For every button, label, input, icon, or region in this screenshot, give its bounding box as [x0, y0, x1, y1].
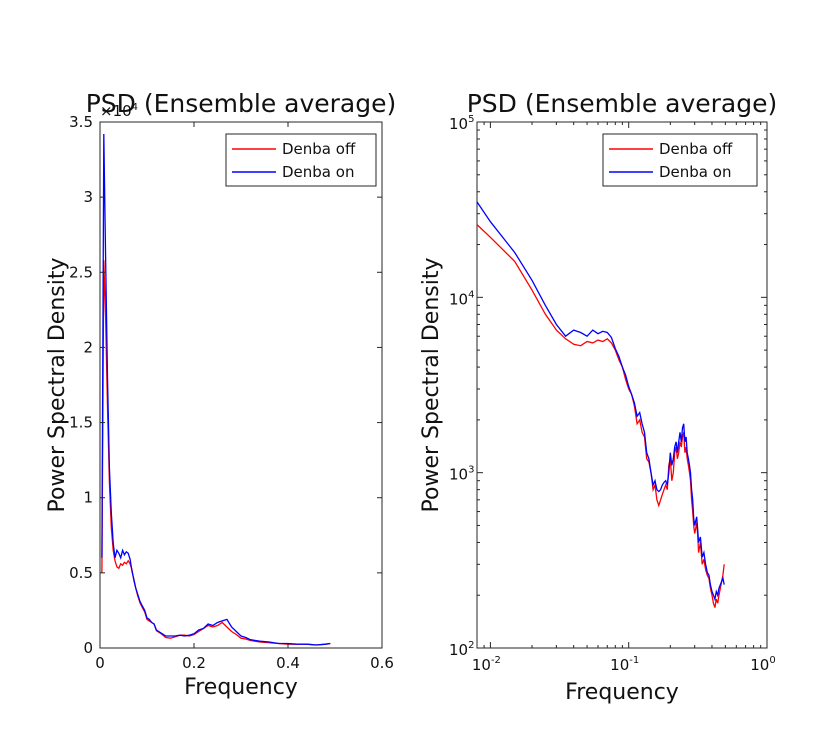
chart-title: PSD (Ensemble average): [86, 89, 397, 118]
y-tick-label: 103: [449, 465, 474, 484]
legend-label-denba-off: Denba off: [282, 140, 356, 158]
log-psd-chart: 10-2 10-1 100 102 103 104 105 PSD (Ensemble av…: [419, 89, 777, 705]
legend-label-denba-off: Denba off: [659, 140, 733, 158]
legend-label-denba-on: Denba on: [659, 163, 731, 181]
y-tick-label: 2.5: [69, 263, 93, 281]
x-tick-label: 0.2: [182, 654, 206, 672]
x-tick-label: 0.4: [276, 654, 300, 672]
y-multiplier-label: ×104: [100, 102, 138, 120]
y-tick-label: 104: [449, 289, 474, 308]
series-line-denba-on: [476, 201, 725, 602]
x-tick-label: 100: [750, 655, 775, 674]
series-layer: [101, 133, 331, 646]
y-tick-label: 102: [449, 640, 474, 659]
x-axis-label: Frequency: [184, 675, 298, 700]
legend: Denba off Denba on: [225, 133, 377, 187]
series-layer: [476, 201, 725, 608]
x-tick-label: 0.6: [370, 654, 394, 672]
linear-psd-chart: 0 0.2 0.4 0.6 0 0.5 1 1.5 2 2.5 3 3.5 PSD (Ensemble…: [45, 89, 396, 700]
y-tick-label: 0: [83, 639, 93, 657]
legend-label-denba-on: Denba on: [282, 163, 354, 181]
y-axis-label: Power Spectral Density: [419, 258, 444, 513]
chart-title: PSD (Ensemble average): [467, 89, 778, 118]
x-tick-label: 10-2: [472, 655, 501, 674]
legend-box: [225, 133, 377, 187]
series-line-denba-off: [476, 224, 725, 608]
y-tick-label: 1: [83, 489, 93, 507]
y-tick-label: 1.5: [69, 414, 93, 432]
y-axis-label: Power Spectral Density: [45, 258, 70, 513]
legend: Denba off Denba on: [602, 133, 758, 187]
series-line-denba-on: [101, 133, 331, 646]
tick-layer: 0 0.2 0.4 0.6 0 0.5 1 1.5 2 2.5 3 3.5: [69, 113, 394, 672]
x-tick-label: 0: [95, 654, 105, 672]
y-tick-label: 0.5: [69, 564, 93, 582]
y-tick-label: 105: [449, 114, 474, 133]
x-axis-label: Frequency: [565, 680, 679, 705]
plot-area-frame: [99, 121, 383, 649]
legend-box: [602, 133, 758, 187]
x-tick-label: 10-1: [610, 655, 639, 674]
tick-layer: 10-2 10-1 100 102 103 104 105: [449, 114, 776, 674]
y-tick-label: 3: [83, 188, 93, 206]
y-tick-label: 2: [83, 338, 93, 356]
plot-area-frame: [476, 121, 768, 649]
y-tick-label: 3.5: [69, 113, 93, 131]
